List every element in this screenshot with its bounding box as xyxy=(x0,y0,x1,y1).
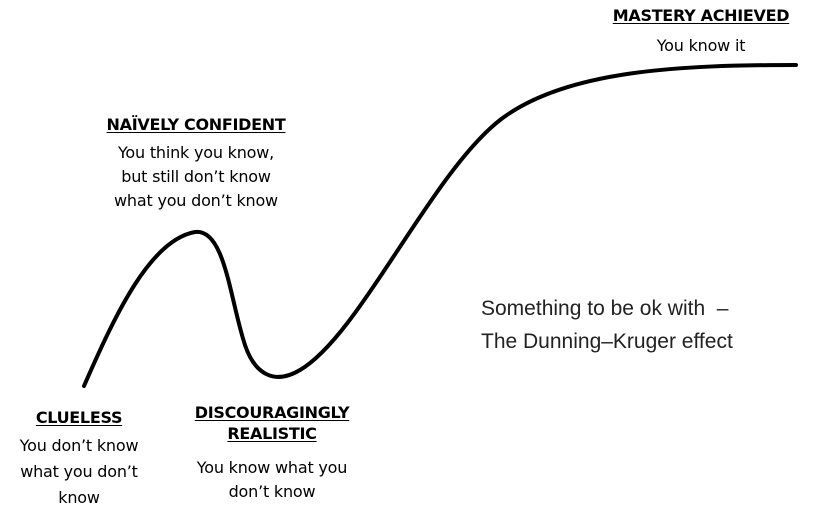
stage-discouragingly-realistic: DISCOURAGINGLY REALISTIC You know what y… xyxy=(176,402,368,504)
stage-description: You know what you don’t know xyxy=(176,456,368,504)
stage-description-line: You know it xyxy=(656,36,746,55)
stage-title: DISCOURAGINGLY REALISTIC xyxy=(176,402,368,444)
stage-title: CLUELESS xyxy=(35,408,123,427)
stage-title: NAÏVELY CONFIDENT xyxy=(106,115,286,134)
stage-description-line: don’t know xyxy=(228,482,316,501)
stage-description-line: You think you know, xyxy=(117,143,275,162)
caption-line: The Dunning–Kruger effect xyxy=(481,330,733,353)
stage-title: MASTERY ACHIEVED xyxy=(612,6,790,25)
stage-description-line: You know what you xyxy=(196,458,348,477)
stage-description: You don’t know what you don’t know xyxy=(0,433,158,511)
stage-description-line: what you don’t xyxy=(20,462,138,481)
stage-description-line: but still don’t know xyxy=(121,167,271,186)
stage-title-line: REALISTIC xyxy=(227,424,317,443)
caption-line: Something to be ok with – xyxy=(481,297,729,320)
stage-description: You know it xyxy=(586,34,816,58)
caption: Something to be ok with – The Dunning–Kr… xyxy=(481,292,811,358)
dunning-kruger-curve xyxy=(82,63,798,388)
stage-description: You think you know, but still don’t know… xyxy=(78,141,314,213)
stage-description-line: know xyxy=(58,488,100,507)
stage-description-line: You don’t know xyxy=(19,436,139,455)
stage-description-line: what you don’t know xyxy=(114,191,278,210)
stage-naively-confident: NAÏVELY CONFIDENT You think you know, bu… xyxy=(78,114,314,213)
stage-clueless: CLUELESS You don’t know what you don’t k… xyxy=(0,407,158,511)
stage-mastery-achieved: MASTERY ACHIEVED You know it xyxy=(586,5,816,58)
stage-title-line: DISCOURAGINGLY xyxy=(194,403,350,422)
